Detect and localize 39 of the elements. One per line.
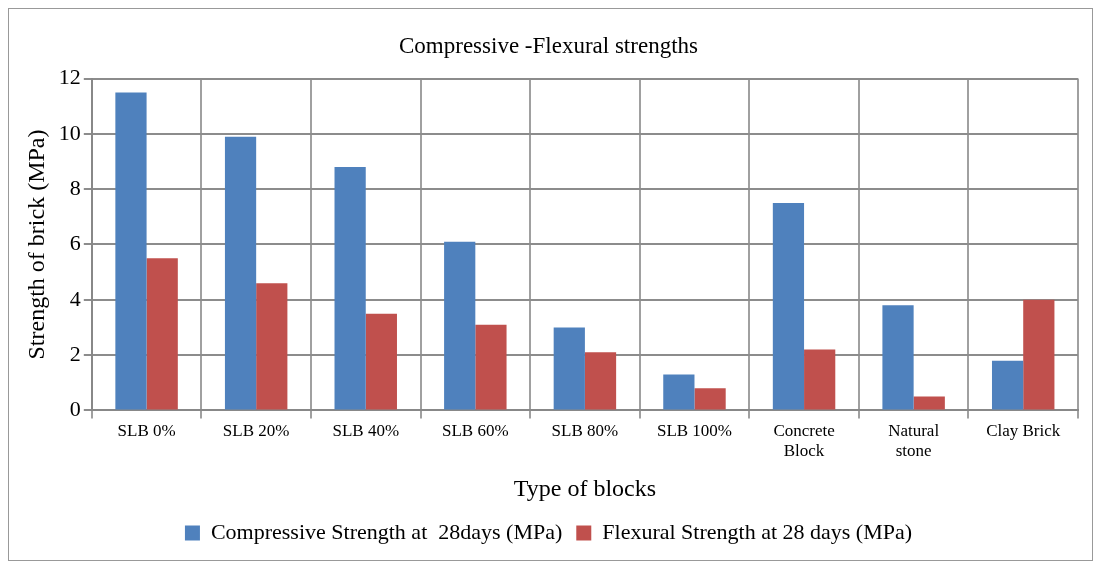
bar (584, 352, 617, 410)
x-axis-title: Type of blocks (513, 474, 657, 501)
bar (553, 327, 585, 410)
legend-label: Compressive Strength at 28days (MPa) (210, 518, 563, 544)
y-tick-label: 0 (69, 396, 81, 422)
y-tick-label: 8 (69, 174, 81, 200)
y-tick-label: 4 (69, 285, 81, 311)
bar (804, 349, 836, 410)
x-tick-label: SLB 80% (551, 421, 619, 441)
x-tick-label: Clay Brick (986, 421, 1061, 441)
chart-title: Compressive -Flexural strengths (399, 32, 699, 58)
x-tick-label: Concrete Block (773, 421, 835, 461)
x-tick-label: SLB 0% (117, 421, 176, 441)
x-tick-label: SLB 60% (442, 421, 509, 441)
bar (991, 360, 1024, 410)
bar (475, 324, 507, 410)
y-tick-label: 6 (69, 230, 81, 256)
x-tick-label: SLB 40% (332, 421, 400, 441)
y-axis-title: Strength of brick (MPa) (22, 129, 49, 360)
legend-label: Flexural Strength at 28 days (MPa) (602, 518, 913, 544)
y-tick-label: 2 (69, 340, 81, 366)
y-tick-label: 12 (58, 64, 81, 90)
bar (146, 258, 178, 410)
bar (444, 241, 476, 410)
bar (1023, 299, 1055, 410)
bar (694, 388, 726, 410)
bar (224, 136, 257, 410)
bar (256, 283, 288, 410)
y-tick-label: 10 (58, 119, 81, 145)
x-tick-label: Natural stone (888, 421, 940, 461)
bar (882, 305, 914, 410)
x-tick-label: SLB 100% (656, 421, 733, 441)
bar (913, 396, 945, 410)
bar (772, 203, 805, 410)
bar (334, 167, 366, 410)
bar (115, 92, 147, 410)
bar (365, 313, 397, 410)
x-tick-label: SLB 20% (222, 421, 290, 441)
bar (663, 374, 695, 410)
